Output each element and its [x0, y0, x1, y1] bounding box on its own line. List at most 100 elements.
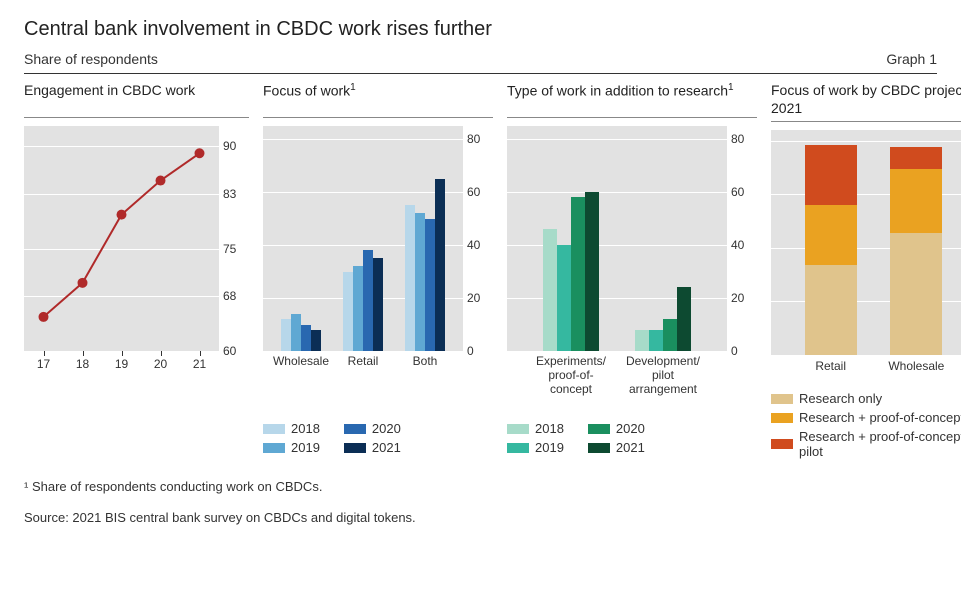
bar — [571, 197, 585, 351]
xtick-label: 20 — [141, 357, 180, 371]
legend-item: 2019 — [263, 440, 320, 455]
panel-type: Type of work in addition to research1 0 2… — [507, 82, 757, 463]
panel4-plot — [771, 130, 961, 355]
legend-item: 2019 — [507, 440, 564, 455]
ytick-label: 40 — [731, 238, 744, 252]
legend-swatch — [771, 439, 793, 449]
panel2-yaxis: 020406080 — [463, 126, 493, 351]
main-title: Central bank involvement in CBDC work ri… — [24, 18, 937, 41]
bar — [343, 272, 353, 351]
ytick-label: 60 — [467, 185, 480, 199]
legend-item: 2021 — [344, 440, 401, 455]
legend-swatch — [588, 424, 610, 434]
panel2-plot — [263, 126, 463, 351]
stacked-bar-segment — [805, 145, 857, 205]
legend-swatch — [263, 424, 285, 434]
bar — [663, 319, 677, 351]
bar — [543, 229, 557, 351]
legend-item: 2021 — [588, 440, 645, 455]
xtick-label: Retail — [786, 359, 876, 373]
ytick-label: 75 — [223, 242, 236, 256]
xtick-label: Experiments/ proof-of- concept — [521, 355, 621, 396]
legend-item: Research only — [771, 391, 961, 406]
ytick-label: 40 — [467, 238, 480, 252]
legend-swatch — [344, 443, 366, 453]
panel1-xticks: 1718192021 — [24, 357, 219, 371]
ytick-label: 60 — [223, 344, 236, 358]
bar — [311, 330, 321, 351]
bar — [301, 325, 311, 351]
ytick-label: 80 — [467, 132, 480, 146]
subtitle-left: Share of respondents — [24, 51, 158, 67]
ytick-label: 83 — [223, 187, 236, 201]
legend-swatch — [771, 394, 793, 404]
stacked-bar-segment — [890, 233, 942, 355]
subtitle-right: Graph 1 — [886, 51, 937, 67]
stacked-bar-segment — [805, 265, 857, 355]
panel3-plot — [507, 126, 727, 351]
xtick-label: 21 — [180, 357, 219, 371]
legend-swatch — [588, 443, 610, 453]
panel1-yaxis: 6068758390 — [219, 126, 249, 351]
legend-swatch — [771, 413, 793, 423]
bar — [415, 213, 425, 351]
ytick-label: 0 — [731, 344, 738, 358]
xtick-label: 18 — [63, 357, 102, 371]
bar — [425, 219, 435, 351]
legend-item: 2018 — [263, 421, 320, 436]
panel3-xticks: Experiments/ proof-of- conceptDevelopmen… — [507, 355, 727, 401]
source-text: Source: 2021 BIS central bank survey on … — [24, 510, 937, 525]
ytick-label: 20 — [467, 291, 480, 305]
ytick-label: 20 — [731, 291, 744, 305]
bar — [677, 287, 691, 351]
legend-item: 2020 — [344, 421, 401, 436]
bar — [291, 314, 301, 351]
ytick-label: 90 — [223, 139, 236, 153]
footnote: ¹ Share of respondents conducting work o… — [24, 479, 937, 494]
legend-swatch — [344, 424, 366, 434]
legend-item: 2020 — [588, 421, 645, 436]
xtick-label: Both — [375, 355, 475, 369]
legend-item: Research + proof-of-concept + pilot — [771, 429, 961, 459]
panel1-plot — [24, 126, 219, 351]
bar — [363, 250, 373, 351]
bar — [635, 330, 649, 351]
panels-container: Engagement in CBDC work 60 68 75 83 90 17181… — [24, 82, 937, 463]
panel2-legend: 2018 2019 2020 2021 — [263, 421, 493, 459]
panel3-yaxis: 020406080 — [727, 126, 757, 351]
bar — [405, 205, 415, 351]
ytick-label: 80 — [731, 132, 744, 146]
bar — [353, 266, 363, 351]
legend-swatch — [507, 424, 529, 434]
panel4-title: Focus of work by CBDC project in 2021 — [771, 82, 961, 122]
panel-engagement: Engagement in CBDC work 60 68 75 83 90 17181… — [24, 82, 249, 463]
legend-item: 2018 — [507, 421, 564, 436]
panel2-title: Focus of work1 — [263, 82, 493, 118]
panel4-xticks: RetailWholesale — [771, 359, 961, 379]
bar — [585, 192, 599, 351]
bar — [435, 179, 445, 351]
panel3-legend: 2018 2019 2020 2021 — [507, 421, 757, 459]
panel2-xticks: WholesaleRetailBoth — [263, 355, 463, 401]
bar — [557, 245, 571, 351]
panel-focus: Focus of work1 020406080 WholesaleRetail… — [263, 82, 493, 463]
ytick-label: 68 — [223, 289, 236, 303]
xtick-label: 17 — [24, 357, 63, 371]
legend-item: Research + proof-of-concept — [771, 410, 961, 425]
panel-project: Focus of work by CBDC project in 2021 02… — [771, 82, 961, 463]
bar — [373, 258, 383, 351]
subhead-row: Share of respondents Graph 1 — [24, 51, 937, 74]
xtick-label: 19 — [102, 357, 141, 371]
legend-swatch — [263, 443, 285, 453]
legend-swatch — [507, 443, 529, 453]
xtick-label: Development/ pilot arrangement — [613, 355, 713, 396]
bar — [281, 319, 291, 351]
bar — [649, 330, 663, 351]
panel3-title: Type of work in addition to research1 — [507, 82, 757, 118]
stacked-bar-segment — [805, 205, 857, 265]
xtick-label: Wholesale — [871, 359, 961, 373]
ytick-label: 60 — [731, 185, 744, 199]
panel4-legend: Research only Research + proof-of-concept… — [771, 391, 961, 463]
panel1-title: Engagement in CBDC work — [24, 82, 249, 118]
stacked-bar-segment — [890, 169, 942, 233]
